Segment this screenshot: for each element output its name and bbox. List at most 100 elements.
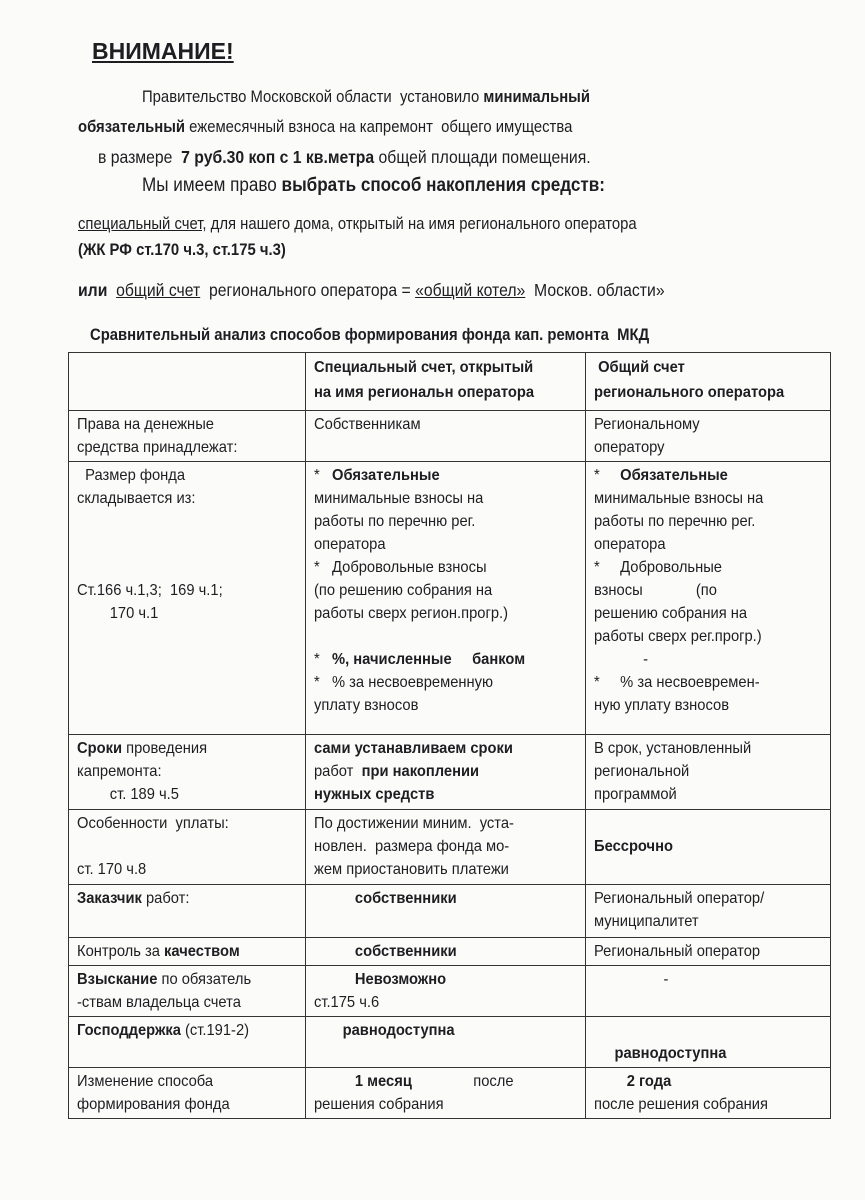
cell-line: Права на денежные xyxy=(77,413,279,436)
text-segment: Специальный счет, открытый xyxy=(314,359,534,376)
text-segment: общий счет xyxy=(116,280,201,300)
cell-line: Собственникам xyxy=(314,413,556,436)
text-segment: работы по перечню рег. xyxy=(314,513,476,530)
intro-line: специальный счет, для нашего дома, откры… xyxy=(78,215,637,234)
cell-line: оператора xyxy=(314,533,556,556)
cell-line: * Добровольные xyxy=(594,556,804,579)
text-segment: оператора xyxy=(594,536,666,553)
text-segment: собственники xyxy=(314,890,457,907)
text-segment: обязательный xyxy=(78,118,186,136)
table-cell: Права на денежные средства принадлежат: xyxy=(68,410,306,462)
cell-line: Особенности уплаты: xyxy=(77,812,279,835)
cell-line: ст.175 ч.6 xyxy=(314,991,556,1014)
text-segment: %, начисленные банком xyxy=(331,651,526,668)
text-segment: Сроки xyxy=(77,740,123,757)
text-segment: ежемесячный взноса на капремонт общего и… xyxy=(185,118,573,136)
table-cell: Общий счет регионального оператора xyxy=(585,352,831,411)
text-segment: при накоплении xyxy=(361,763,480,780)
text-segment: 170 ч.1 xyxy=(77,605,159,622)
cell-line: 1 месяц после xyxy=(314,1070,556,1093)
text-segment: решения собрания xyxy=(314,1096,444,1113)
text-segment: (по решению собрания на xyxy=(314,582,493,599)
cell-line: формирования фонда xyxy=(77,1093,279,1116)
text-segment: Контроль за xyxy=(77,943,165,960)
text-segment: по обязатель xyxy=(157,971,252,988)
text-segment: Региональный оператор xyxy=(594,943,761,960)
text-segment: Мы имеем право xyxy=(142,175,282,196)
text-segment: качеством xyxy=(164,943,240,960)
cell-line: * %, начисленные банком xyxy=(314,648,556,671)
table-row: Изменение способа формирования фонда 1 ме… xyxy=(68,1067,831,1119)
cell-line: собственники xyxy=(314,940,556,963)
cell-line: нужных средств xyxy=(314,783,556,806)
table-cell: собственники xyxy=(305,937,586,966)
text-segment: после решения собрания xyxy=(594,1096,769,1113)
text-segment: Обязательные xyxy=(331,467,440,484)
cell-line: Изменение способа xyxy=(77,1070,279,1093)
table-cell: Изменение способа формирования фонда xyxy=(68,1067,306,1119)
text-segment: Невозможно xyxy=(314,971,447,988)
text-segment: формирования фонда xyxy=(77,1096,230,1113)
cell-line: Региональный оператор/ xyxy=(594,887,804,910)
cell-line: новлен. размера фонда мо- xyxy=(314,835,556,858)
table-cell: * Обязательные минимальные взносы на работ… xyxy=(305,461,586,735)
cell-line: решению собрания на xyxy=(594,602,804,625)
intro-line: Сравнительный анализ способов формирован… xyxy=(90,326,649,345)
text-segment: работы сверх рег.прогр.) xyxy=(594,628,762,645)
cell-line xyxy=(594,1019,804,1042)
text-segment: выбрать способ накопления средств: xyxy=(281,175,606,196)
cell-line xyxy=(77,510,279,533)
text-segment: Господдержка xyxy=(77,1022,181,1039)
text-segment: работ: xyxy=(141,890,190,907)
text-segment: средства принадлежат: xyxy=(77,439,238,456)
cell-line: минимальные взносы на xyxy=(314,487,556,510)
text-segment: работ xyxy=(314,763,362,780)
table-cell: сами устанавливаем сроки работ при накопл… xyxy=(305,734,586,810)
text-segment: - xyxy=(594,651,648,668)
cell-line: работы по перечню рег. xyxy=(594,510,804,533)
text-segment: Права на денежные xyxy=(77,416,214,433)
table-row: Сроки проведения капремонта: ст. 189 ч.5 с… xyxy=(68,734,831,810)
table-cell: равнодоступна xyxy=(585,1016,831,1068)
text-segment: в размере xyxy=(98,147,182,167)
table-cell: 2 года после решения собрания xyxy=(585,1067,831,1119)
intro-line: в размере 7 руб.30 коп с 1 кв.метра обще… xyxy=(98,147,591,168)
text-segment: на имя региональн оператора xyxy=(314,384,535,401)
table-row: Размер фонда складывается из: Ст.166 ч.1,… xyxy=(68,461,831,735)
text-segment: * Добровольные взносы xyxy=(314,559,487,576)
cell-line: 170 ч.1 xyxy=(77,602,279,625)
table-row: Господдержка (ст.191-2) равнодоступна ра… xyxy=(68,1016,831,1068)
text-segment: жем приостановить платежи xyxy=(314,861,509,878)
cell-line: оператору xyxy=(594,436,804,459)
table-cell: Сроки проведения капремонта: ст. 189 ч.5 xyxy=(68,734,306,810)
table-cell: Региональный оператор/муниципалитет xyxy=(585,884,831,938)
text-segment: (ст.191-2) xyxy=(180,1022,250,1039)
cell-line: Сроки проведения xyxy=(77,737,279,760)
cell-line: работы сверх регион.прогр.) xyxy=(314,602,556,625)
intro-line: Мы имеем право выбрать способ накопления… xyxy=(142,175,605,197)
cell-line: работы сверх рег.прогр.) xyxy=(594,625,804,648)
cell-line: Заказчик работ: xyxy=(77,887,279,910)
cell-line: равнодоступна xyxy=(594,1042,804,1065)
text-segment: программой xyxy=(594,786,677,803)
cell-line: Взыскание по обязатель xyxy=(77,968,279,991)
text-segment: взносы (по xyxy=(594,582,717,599)
cell-line xyxy=(77,533,279,556)
text-segment: минимальный xyxy=(483,88,590,106)
text-segment: По достижении миним. уста- xyxy=(314,815,514,832)
text-segment: Бессрочно xyxy=(594,838,673,855)
cell-line: ст. 189 ч.5 xyxy=(77,783,279,806)
cell-line: - xyxy=(594,648,804,671)
text-segment: нужных средств xyxy=(314,786,435,803)
table-cell: - xyxy=(585,965,831,1017)
table-cell xyxy=(68,352,306,411)
intro-line: или общий счет регионального оператора =… xyxy=(78,280,665,301)
cell-line: муниципалитет xyxy=(594,910,804,933)
text-segment: Собственникам xyxy=(314,416,421,433)
text-segment: работы по перечню рег. xyxy=(594,513,756,530)
text-segment: Москов. области» xyxy=(525,280,665,300)
cell-line: минимальные взносы на xyxy=(594,487,804,510)
cell-line xyxy=(77,556,279,579)
text-segment: равнодоступна xyxy=(594,1045,727,1062)
text-segment: оператору xyxy=(594,439,665,456)
